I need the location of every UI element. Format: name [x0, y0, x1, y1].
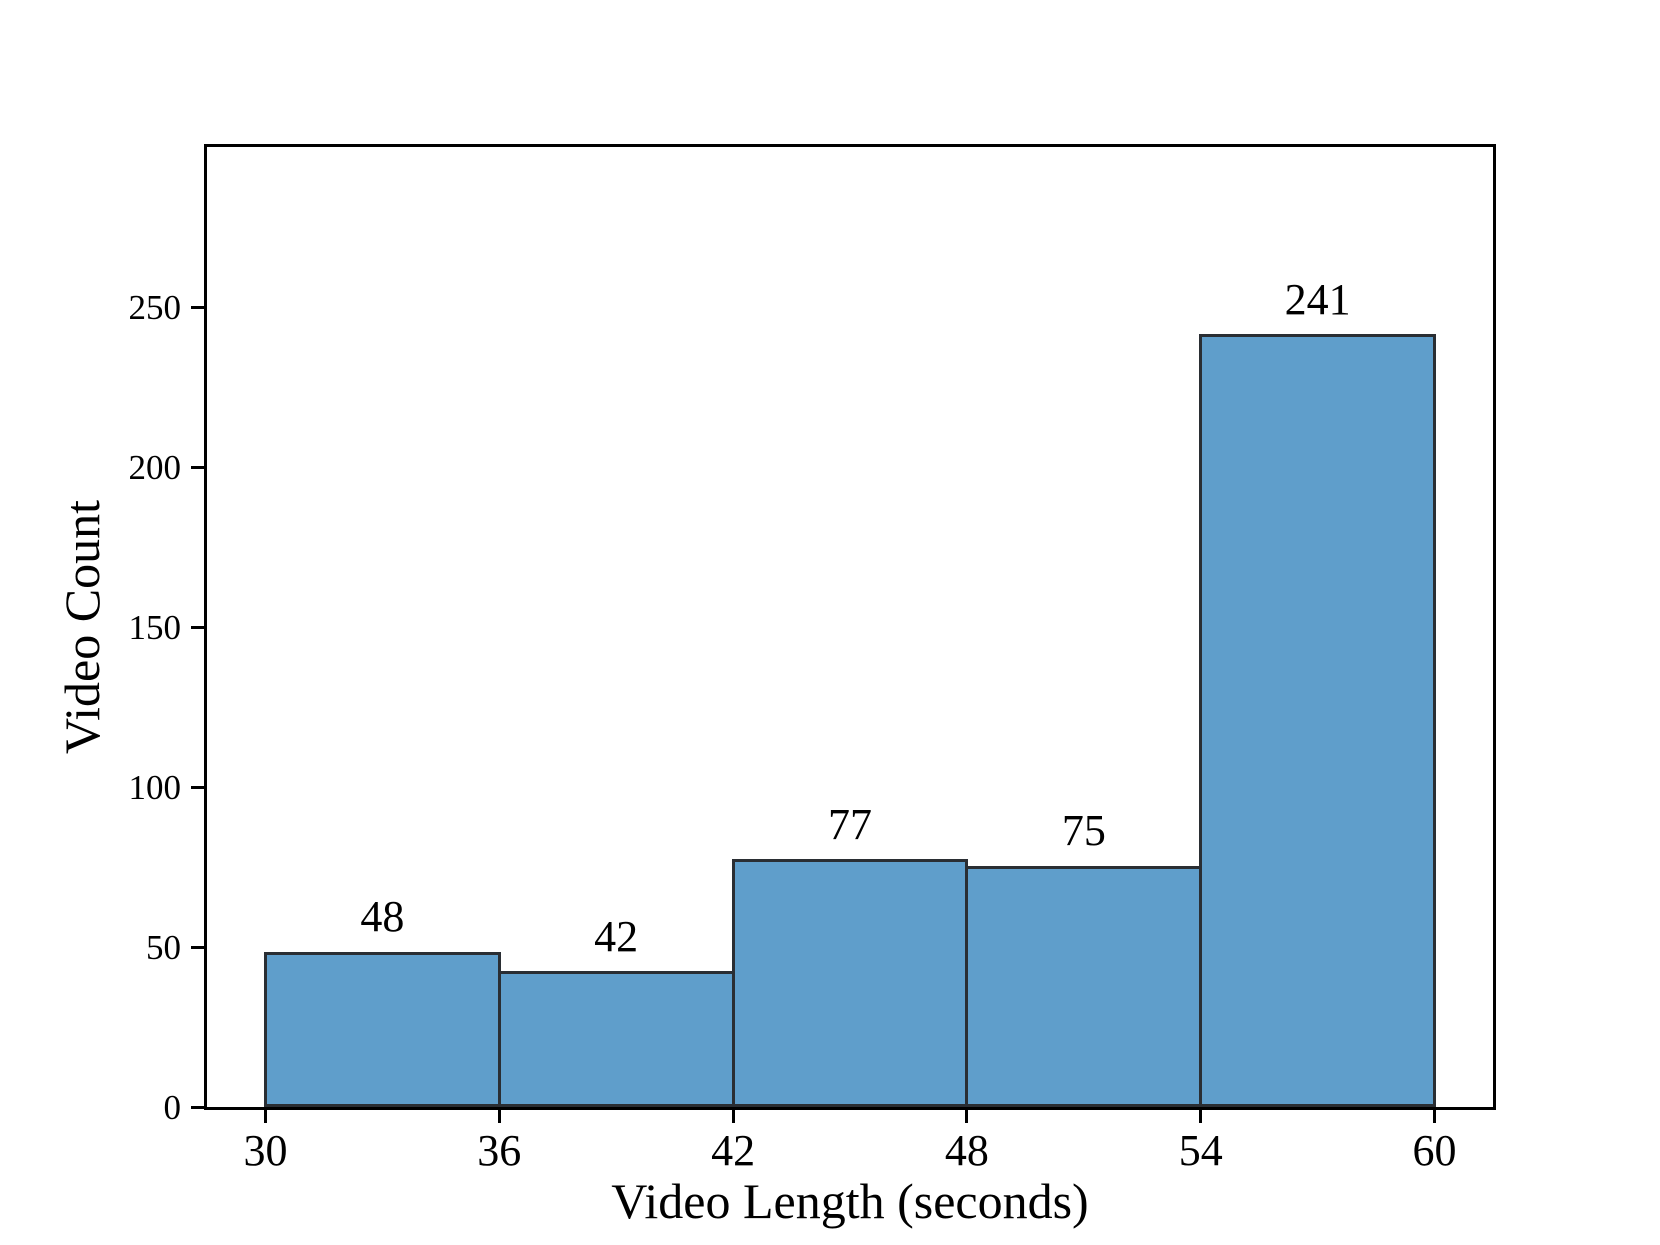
x-axis-title: Video Length (seconds)	[611, 1173, 1089, 1229]
y-tick-label: 200	[128, 448, 182, 487]
x-tick-label: 60	[1412, 1126, 1457, 1175]
y-tick-label: 150	[128, 608, 182, 647]
x-tick	[497, 1107, 501, 1123]
bar-value-label: 75	[1061, 806, 1106, 855]
y-tick-label: 100	[128, 768, 182, 807]
bar-value-label: 42	[594, 911, 639, 961]
y-tick	[191, 465, 207, 469]
y-tick	[191, 305, 207, 309]
x-tick	[965, 1107, 969, 1123]
x-tick	[1199, 1107, 1203, 1123]
bar-value-label: 77	[828, 799, 872, 849]
y-tick	[191, 945, 207, 949]
histogram-bar	[1199, 334, 1437, 1107]
x-tick	[1433, 1107, 1437, 1123]
x-tick-label: 48	[944, 1126, 989, 1175]
y-tick	[191, 785, 207, 789]
bar-value-label: 241	[1284, 274, 1351, 324]
y-tick	[191, 625, 207, 629]
histogram-bar	[263, 951, 501, 1107]
x-tick	[731, 1107, 735, 1123]
y-tick	[191, 1105, 207, 1109]
plot-area: 48 42 77 75 241	[204, 144, 1496, 1110]
y-tick-label: 0	[163, 1088, 182, 1127]
x-tick-label: 42	[711, 1126, 756, 1175]
histogram-bar	[731, 859, 969, 1107]
histogram-bar	[965, 865, 1203, 1107]
y-tick-label: 50	[146, 928, 181, 967]
bars-layer: 48 42 77 75 241	[207, 147, 1493, 1107]
histogram-bar	[497, 971, 735, 1107]
x-tick-label: 54	[1178, 1126, 1223, 1175]
x-tick	[263, 1107, 267, 1123]
y-tick-label: 250	[128, 288, 182, 327]
bar-value-label: 48	[360, 892, 405, 942]
x-tick-label: 30	[243, 1126, 288, 1175]
x-tick-label: 36	[477, 1126, 522, 1175]
